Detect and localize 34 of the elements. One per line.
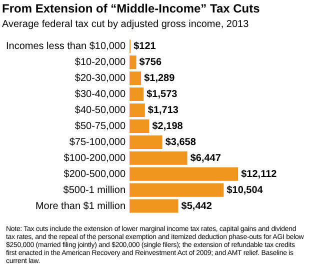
chart-title: From Extension of “Middle-Income” Tax Cuts	[2, 2, 260, 16]
y-tick-label: $75-100,000	[69, 136, 126, 148]
y-tick-label: $40-50,000	[74, 104, 126, 116]
bar	[130, 103, 145, 118]
y-tick-label: $200-500,000	[64, 168, 126, 180]
data-label: $121	[134, 41, 156, 52]
y-tick-label: $20-30,000	[74, 73, 126, 84]
data-label: $1,713	[148, 104, 179, 116]
bar	[130, 199, 178, 213]
chart-subtitle: Average federal tax cut by adjusted gross income, 2013	[2, 19, 250, 30]
data-label: $3,658	[165, 136, 196, 148]
data-label: $756	[139, 57, 162, 68]
y-tick-label: $10-20,000	[74, 57, 126, 68]
bar	[130, 72, 142, 86]
y-tick-label: $100-200,000	[64, 152, 126, 164]
bar	[130, 135, 162, 149]
data-label: $2,198	[152, 120, 184, 132]
bar	[130, 87, 144, 102]
y-tick-label: $500-1 million	[63, 184, 126, 196]
data-label: $1,289	[144, 73, 176, 84]
data-label: $5,442	[181, 200, 212, 212]
bar	[130, 167, 238, 181]
data-label: $6,447	[190, 152, 222, 164]
data-label: $10,504	[226, 184, 264, 196]
bar	[130, 183, 224, 197]
y-tick-label: $50-75,000	[74, 120, 126, 132]
y-tick-label: More than $1 million	[35, 200, 126, 212]
data-label: $1,573	[146, 89, 178, 100]
bar	[130, 151, 188, 165]
y-tick-label: Incomes less than $10,000	[6, 41, 126, 52]
bar	[130, 119, 150, 133]
data-label: $12,112	[241, 168, 278, 180]
bar	[130, 56, 136, 70]
y-tick-label: $30-40,000	[74, 89, 126, 100]
